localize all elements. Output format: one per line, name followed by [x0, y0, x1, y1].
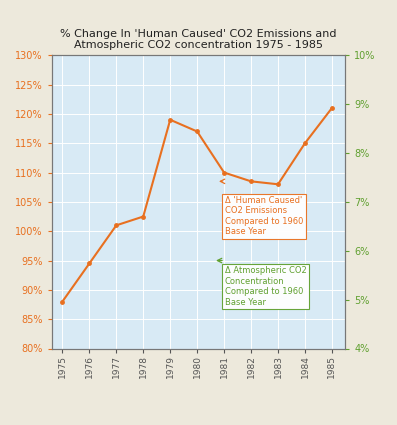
- Text: Δ Atmospheric CO2
Concentration
Compared to 1960
Base Year: Δ Atmospheric CO2 Concentration Compared…: [225, 266, 307, 306]
- Title: % Change In 'Human Caused' CO2 Emissions and
Atmospheric CO2 concentration 1975 : % Change In 'Human Caused' CO2 Emissions…: [60, 29, 337, 50]
- Text: Δ 'Human Caused'
CO2 Emissions
Compared to 1960
Base Year: Δ 'Human Caused' CO2 Emissions Compared …: [225, 196, 303, 236]
